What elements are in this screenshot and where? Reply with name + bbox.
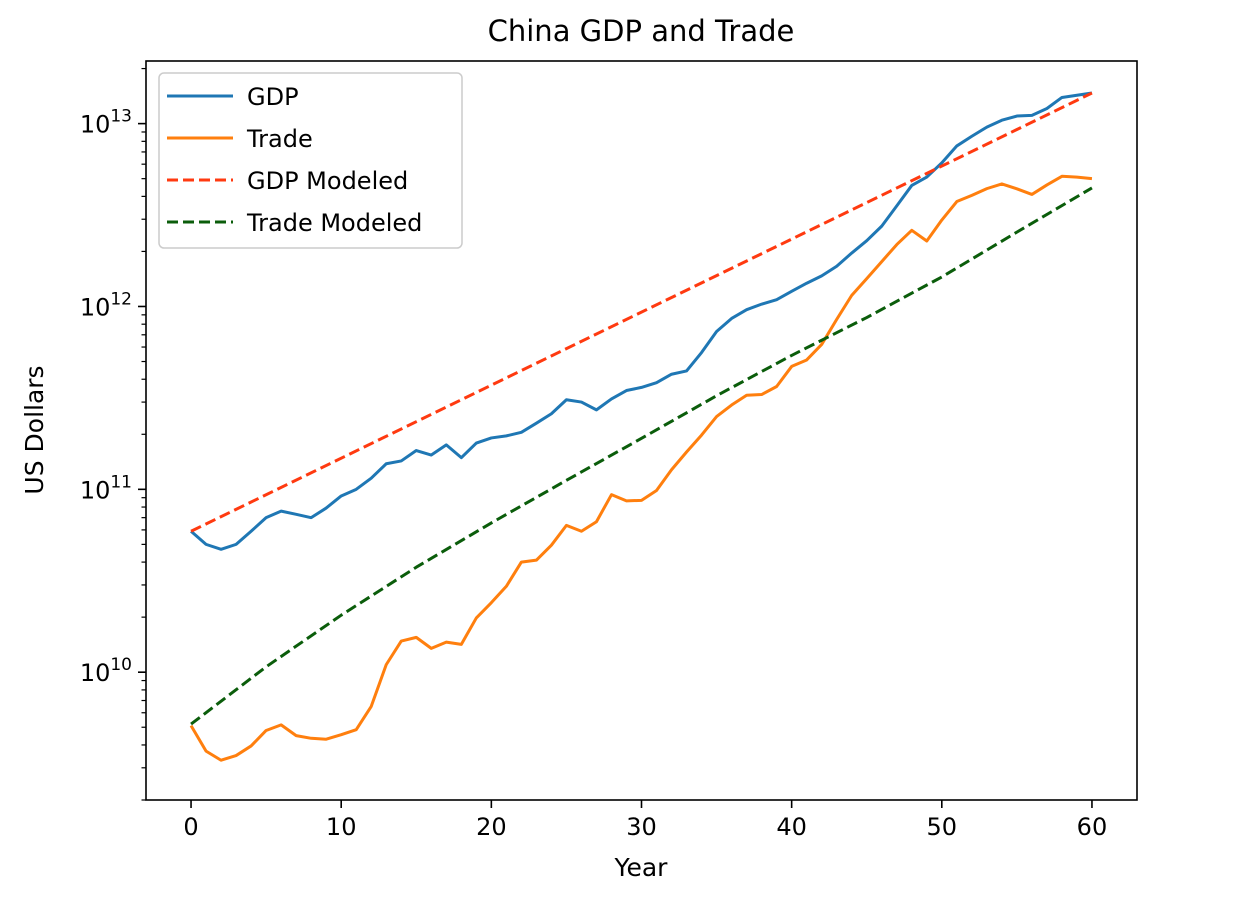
- legend-label: GDP Modeled: [247, 167, 408, 195]
- x-tick-label: 0: [183, 813, 198, 841]
- x-tick-label: 10: [326, 813, 357, 841]
- legend-label: Trade: [246, 125, 313, 153]
- plot-area: [189, 91, 1093, 762]
- series-line-gdp-modeled: [190, 91, 1093, 533]
- series-line-trade: [189, 174, 1093, 762]
- x-tick-label: 60: [1077, 813, 1108, 841]
- series-line-trade-modeled: [190, 186, 1093, 726]
- axes: 0 10 20 30 40 50 60 1010 1011 1012 1013: [80, 60, 1138, 841]
- chart-title: China GDP and Trade: [488, 14, 795, 48]
- x-tick-label: 40: [776, 813, 807, 841]
- y-tick-label: 1012: [80, 289, 132, 321]
- legend: GDP Trade GDP Modeled Trade Modeled: [158, 72, 463, 249]
- x-tick-label: 20: [476, 813, 507, 841]
- series-line-gdp: [190, 91, 1093, 551]
- legend-label: Trade Modeled: [246, 209, 422, 237]
- x-tick-label: 50: [927, 813, 958, 841]
- y-tick-label: 1011: [80, 472, 132, 504]
- legend-box: [158, 72, 463, 249]
- y-tick-label: 1010: [80, 655, 132, 687]
- y-tick-label: 1013: [80, 107, 132, 139]
- x-axis-label: Year: [614, 853, 669, 882]
- y-axis-label: US Dollars: [20, 365, 49, 494]
- x-tick-label: 30: [626, 813, 657, 841]
- legend-label: GDP: [247, 83, 299, 111]
